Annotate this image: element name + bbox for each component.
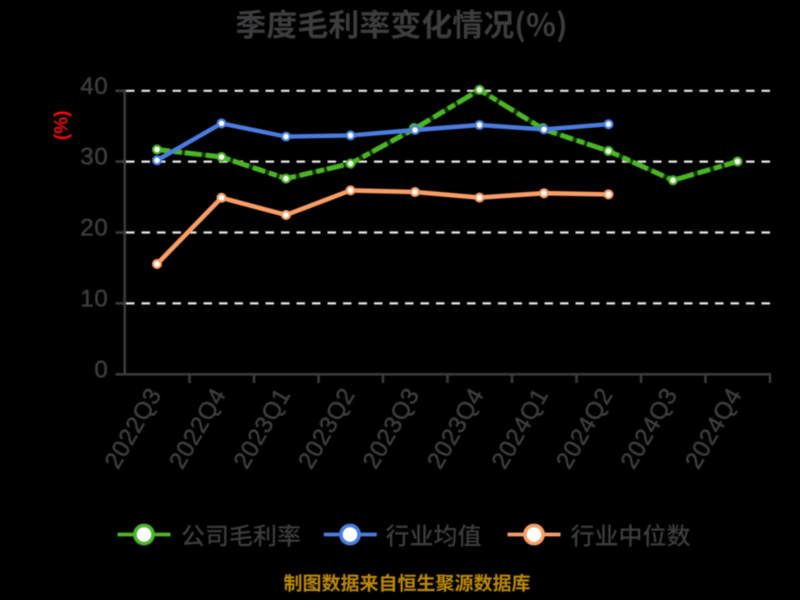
svg-text:30: 30 [80, 144, 108, 171]
svg-text:(%): (%) [52, 111, 73, 141]
svg-text:0: 0 [94, 356, 108, 383]
svg-text:10: 10 [80, 285, 108, 312]
svg-text:20: 20 [80, 215, 108, 242]
svg-text:40: 40 [80, 73, 108, 100]
